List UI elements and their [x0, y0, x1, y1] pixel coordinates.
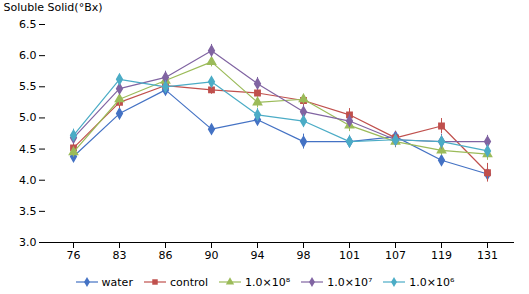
html-text:1.0×10⁶: 1.0×10⁶ — [409, 275, 455, 289]
svg-text:131: 131 — [477, 249, 498, 262]
svg-text:5.5: 5.5 — [19, 80, 37, 93]
svg-text:83: 83 — [113, 249, 127, 262]
svg-text:76: 76 — [67, 249, 81, 262]
svg-text:Soluble Solid(°Bx): Soluble Solid(°Bx) — [4, 1, 103, 14]
svg-text:86: 86 — [159, 249, 173, 262]
svg-text:4.5: 4.5 — [19, 143, 37, 156]
svg-text:90: 90 — [205, 249, 219, 262]
svg-text:119: 119 — [431, 249, 452, 262]
html-text:1.0×10⁸: 1.0×10⁸ — [245, 275, 291, 289]
svg-text:94: 94 — [251, 249, 265, 262]
svg-text:101: 101 — [339, 249, 360, 262]
svg-text:98: 98 — [297, 249, 311, 262]
html-text:1.0×10⁷: 1.0×10⁷ — [327, 275, 373, 289]
svg-text:3.5: 3.5 — [19, 205, 37, 218]
svg-text:6.0: 6.0 — [19, 49, 37, 62]
svg-text:3.0: 3.0 — [19, 236, 37, 249]
html-text:water: water — [101, 275, 133, 289]
svg-text:107: 107 — [385, 249, 406, 262]
svg-text:4.0: 4.0 — [19, 174, 37, 187]
html-text:control: control — [169, 275, 208, 289]
svg-text:5.0: 5.0 — [19, 111, 37, 124]
svg-text:6.5: 6.5 — [19, 18, 37, 31]
